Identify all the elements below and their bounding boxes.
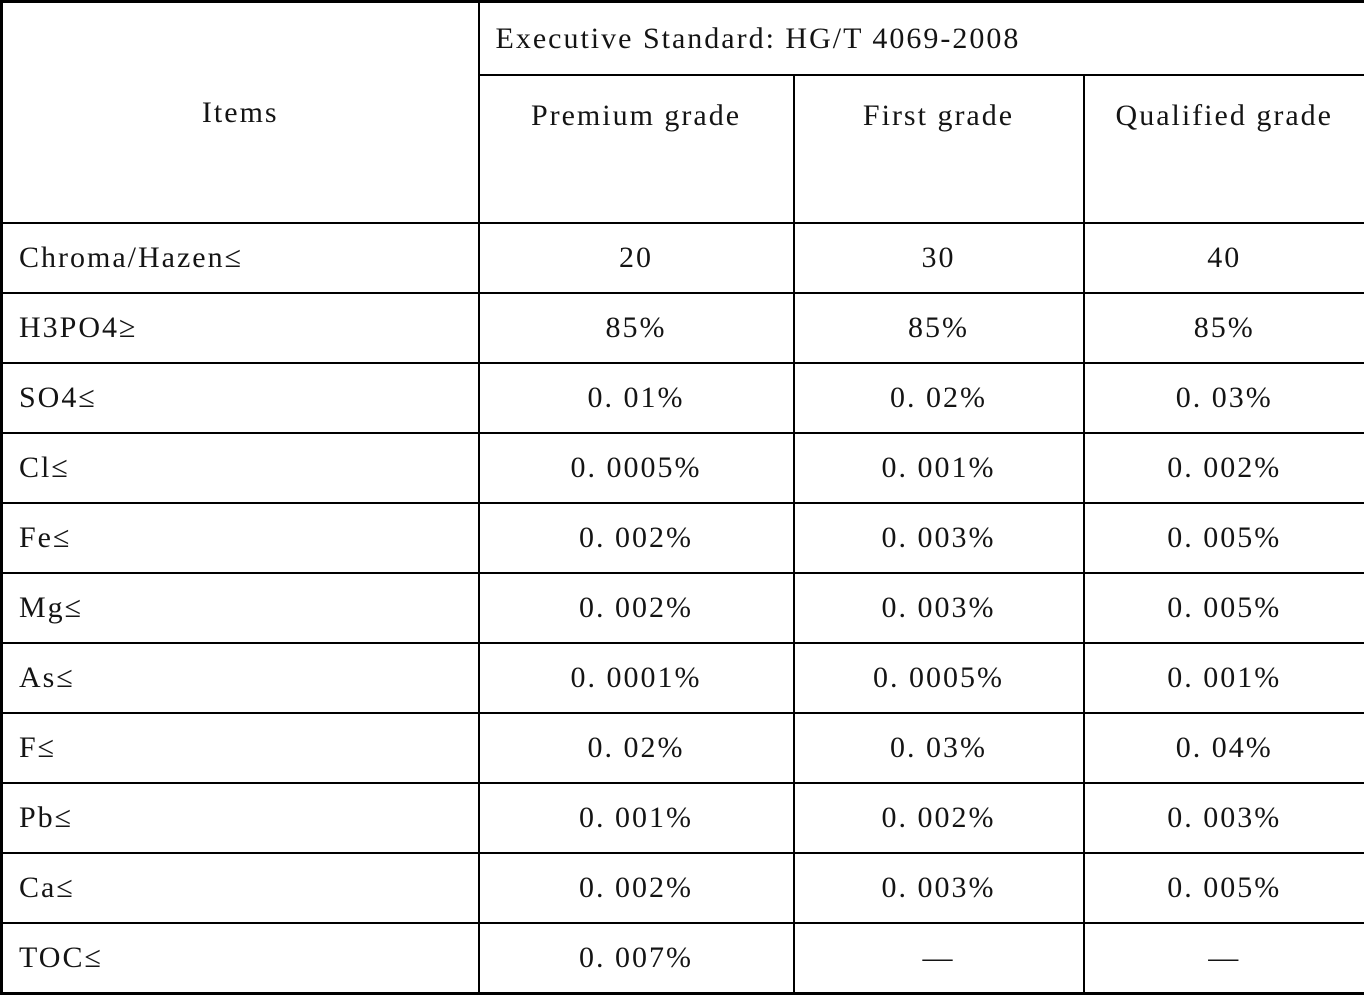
table-row-as: As≤ 0. 0001% 0. 0005% 0. 001% xyxy=(2,643,1364,713)
premium-value: 0. 01% xyxy=(479,363,794,433)
table-row-pb: Pb≤ 0. 001% 0. 002% 0. 003% xyxy=(2,783,1364,853)
item-label: Pb≤ xyxy=(2,783,479,853)
table-row-toc: TOC≤ 0. 007% — — xyxy=(2,923,1364,993)
first-value: 30 xyxy=(794,223,1084,293)
first-value: 0. 003% xyxy=(794,853,1084,923)
standard-header-row: Items Executive Standard: HG/T 4069-2008 xyxy=(2,2,1364,76)
item-label: Cl≤ xyxy=(2,433,479,503)
table-row-mg: Mg≤ 0. 002% 0. 003% 0. 005% xyxy=(2,573,1364,643)
first-value: 0. 001% xyxy=(794,433,1084,503)
qualified-grade-header: Qualified grade xyxy=(1084,75,1364,223)
qualified-value: 0. 003% xyxy=(1084,783,1364,853)
item-label: TOC≤ xyxy=(2,923,479,993)
first-value: 0. 003% xyxy=(794,503,1084,573)
qualified-value: 0. 005% xyxy=(1084,573,1364,643)
premium-grade-header: Premium grade xyxy=(479,75,794,223)
qualified-value: 0. 04% xyxy=(1084,713,1364,783)
table-row-so4: SO4≤ 0. 01% 0. 02% 0. 03% xyxy=(2,363,1364,433)
item-label: Fe≤ xyxy=(2,503,479,573)
qualified-value: 40 xyxy=(1084,223,1364,293)
item-label: As≤ xyxy=(2,643,479,713)
premium-value: 85% xyxy=(479,293,794,363)
first-value: 0. 03% xyxy=(794,713,1084,783)
qualified-value: 0. 002% xyxy=(1084,433,1364,503)
first-value: 85% xyxy=(794,293,1084,363)
premium-value: 0. 001% xyxy=(479,783,794,853)
first-value: 0. 002% xyxy=(794,783,1084,853)
premium-value: 20 xyxy=(479,223,794,293)
premium-value: 0. 002% xyxy=(479,573,794,643)
qualified-value: — xyxy=(1084,923,1364,993)
first-value: 0. 0005% xyxy=(794,643,1084,713)
table-row-cl: Cl≤ 0. 0005% 0. 001% 0. 002% xyxy=(2,433,1364,503)
item-label: Chroma/Hazen≤ xyxy=(2,223,479,293)
item-label: Ca≤ xyxy=(2,853,479,923)
items-column-header: Items xyxy=(2,2,479,224)
qualified-value: 0. 001% xyxy=(1084,643,1364,713)
qualified-value: 0. 005% xyxy=(1084,853,1364,923)
qualified-value: 85% xyxy=(1084,293,1364,363)
premium-value: 0. 02% xyxy=(479,713,794,783)
premium-value: 0. 007% xyxy=(479,923,794,993)
table-row-fe: Fe≤ 0. 002% 0. 003% 0. 005% xyxy=(2,503,1364,573)
first-grade-header: First grade xyxy=(794,75,1084,223)
table-row-chroma: Chroma/Hazen≤ 20 30 40 xyxy=(2,223,1364,293)
premium-value: 0. 002% xyxy=(479,853,794,923)
item-label: SO4≤ xyxy=(2,363,479,433)
item-label: F≤ xyxy=(2,713,479,783)
qualified-value: 0. 005% xyxy=(1084,503,1364,573)
table-row-ca: Ca≤ 0. 002% 0. 003% 0. 005% xyxy=(2,853,1364,923)
executive-standard-header: Executive Standard: HG/T 4069-2008 xyxy=(479,2,1364,76)
item-label: Mg≤ xyxy=(2,573,479,643)
first-value: 0. 003% xyxy=(794,573,1084,643)
table-row-h3po4: H3PO4≥ 85% 85% 85% xyxy=(2,293,1364,363)
item-label: H3PO4≥ xyxy=(2,293,479,363)
table-row-f: F≤ 0. 02% 0. 03% 0. 04% xyxy=(2,713,1364,783)
premium-value: 0. 0005% xyxy=(479,433,794,503)
qualified-value: 0. 03% xyxy=(1084,363,1364,433)
premium-value: 0. 0001% xyxy=(479,643,794,713)
first-value: — xyxy=(794,923,1084,993)
first-value: 0. 02% xyxy=(794,363,1084,433)
premium-value: 0. 002% xyxy=(479,503,794,573)
